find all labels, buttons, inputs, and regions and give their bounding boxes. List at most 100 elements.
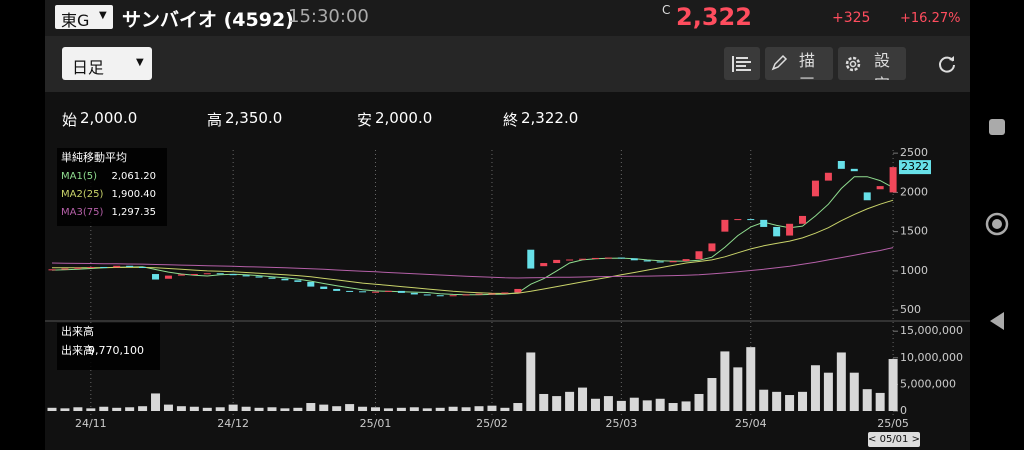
legend-value: 2,061.20: [111, 171, 156, 182]
volume-bar: [642, 400, 652, 411]
change-pct: +16.27%: [900, 11, 961, 26]
candle-body: [203, 273, 211, 275]
x-tick-label: 25/04: [735, 417, 767, 430]
moving-average-line: [52, 199, 894, 295]
candle-body: [488, 293, 496, 295]
candle-body: [734, 219, 742, 221]
candle-body: [695, 251, 703, 260]
legend-value: 9,770,100: [88, 344, 144, 357]
draw-button[interactable]: 描画: [765, 47, 833, 80]
volume-bar: [176, 406, 186, 411]
volume-bar: [539, 393, 549, 411]
volume-bar: [228, 404, 238, 411]
legend-name: MA3(75): [61, 207, 103, 218]
volume-bar: [60, 408, 70, 411]
volume-bar: [202, 407, 212, 411]
candle-body: [876, 186, 884, 190]
candle-body: [346, 290, 354, 292]
volume-bar: [565, 391, 575, 411]
y-tick-label: 500: [900, 303, 921, 316]
candle-body: [824, 172, 832, 181]
volume-bar: [733, 367, 743, 411]
candle-body: [100, 266, 108, 268]
stock-name: サンバイオ (4592): [122, 9, 294, 31]
draw-label: 描画: [799, 51, 816, 80]
volume-bar: [409, 407, 419, 411]
volume-bar: [849, 372, 859, 411]
candle-body: [760, 219, 768, 227]
volume-bar: [332, 406, 342, 411]
candle-body: [708, 243, 716, 252]
candle-body: [48, 269, 56, 271]
nav-home[interactable]: [985, 212, 1009, 236]
candle-body: [229, 274, 237, 276]
candle-body: [566, 259, 574, 261]
volume-bar: [254, 407, 264, 411]
volume-bar: [836, 352, 846, 411]
candle-body: [837, 160, 845, 169]
period-select[interactable]: 日足 ▼: [62, 47, 152, 80]
candle-body: [397, 290, 405, 293]
candle-body: [747, 219, 755, 221]
y-tick-label: 2500: [900, 146, 928, 159]
volume-bar: [590, 398, 600, 411]
candle-body: [372, 291, 379, 293]
volume-bar: [383, 408, 393, 411]
candle-body: [113, 265, 121, 268]
volume-bar: [86, 408, 96, 411]
ohlc-value: 2,000.0: [375, 109, 433, 127]
cursor-date: < 05/01 >: [868, 432, 920, 447]
gear-icon: [845, 56, 861, 72]
candle-body: [514, 288, 522, 293]
candle-body: [61, 268, 69, 270]
volume-bar: [358, 406, 368, 411]
indicator-button[interactable]: [724, 47, 760, 80]
candle-body: [320, 286, 328, 289]
legend-name: 出来高: [61, 343, 94, 357]
candle-body: [384, 290, 392, 292]
x-tick-label: 25/02: [476, 417, 508, 430]
volume-bar: [215, 407, 225, 411]
ohlc-value: 2,350.0: [225, 109, 283, 127]
volume-bar: [823, 372, 833, 411]
candle-body: [669, 261, 677, 263]
candle-body: [177, 274, 185, 276]
volume-bar: [655, 398, 665, 411]
legend-name: MA2(25): [61, 189, 103, 200]
volume-bar: [603, 396, 613, 411]
last-price-tag: [899, 160, 931, 175]
volume-bar: [435, 407, 445, 411]
volume-bar: [875, 392, 885, 411]
dropdown-arrow: ▼: [136, 57, 144, 68]
ohlc-value: 2,322.0: [521, 109, 579, 127]
volume-bar: [448, 406, 458, 411]
volume-bar: [746, 347, 756, 411]
candle-body: [656, 261, 664, 263]
settings-button[interactable]: 設定: [838, 47, 906, 80]
candle-body: [527, 249, 535, 269]
candle-body: [255, 276, 263, 278]
volume-bar: [306, 403, 316, 411]
candle-body: [811, 180, 819, 197]
market-select[interactable]: 東G ▼: [55, 5, 113, 30]
volume-bar: [319, 404, 329, 411]
settings-label: 設定: [874, 51, 891, 80]
pane-title: 出来高: [61, 324, 94, 338]
market: 東G: [61, 11, 90, 30]
volume-bar: [112, 407, 122, 411]
indicator-icon: [732, 56, 751, 72]
ohlc-label: 始: [62, 111, 78, 129]
refresh-button[interactable]: [936, 53, 958, 75]
volume-bar: [500, 407, 510, 411]
y-tick-label: 5,000,000: [900, 377, 956, 390]
volume-bar: [526, 352, 536, 411]
nav-recent[interactable]: [989, 119, 1005, 135]
legend-name: MA1(5): [61, 171, 97, 182]
volume-bar: [707, 378, 717, 411]
volume-bar: [810, 365, 820, 411]
volume-bar: [629, 397, 639, 411]
volume-bar: [47, 407, 57, 411]
candle-body: [281, 278, 289, 281]
nav-back[interactable]: [990, 312, 1004, 330]
